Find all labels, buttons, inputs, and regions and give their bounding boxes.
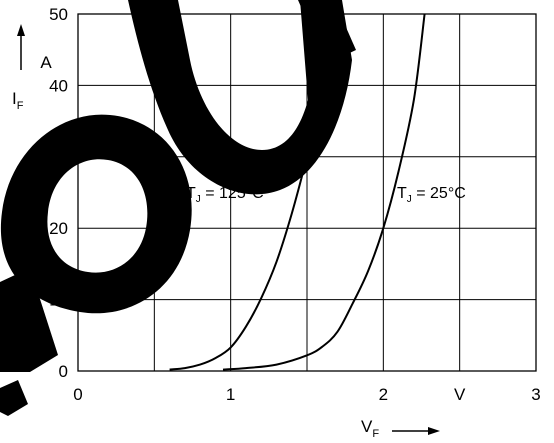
series-line-1: [222, 13, 426, 371]
x-tick-label: 0: [73, 385, 82, 404]
watermark-dot-shape: [0, 380, 28, 416]
y-tick-label: 0: [59, 362, 68, 381]
y-tick-label: 40: [49, 76, 68, 95]
y-axis-label: IF: [12, 89, 24, 112]
y-axis-unit: A: [40, 53, 52, 72]
y-tick-label: 50: [49, 5, 68, 24]
watermark-dash-shape: [0, 268, 58, 372]
watermark-u-shape: [128, 0, 352, 195]
series-label-125c-sub: J: [196, 194, 201, 205]
x-axis-label-group: VF: [361, 417, 440, 440]
watermark: [0, 0, 356, 416]
series-label-125c-main: T: [186, 185, 196, 202]
x-axis-unit: V: [454, 385, 466, 404]
series-label-25c: TJ = 25°C: [397, 185, 466, 205]
y-tick-label: 20: [49, 219, 68, 238]
y-axis-label-sub: F: [17, 100, 24, 112]
x-tick-labels: 0 1 2 3 V: [73, 385, 540, 404]
x-axis-arrowhead: [428, 427, 440, 435]
y-axis-label-group: A IF: [12, 24, 52, 112]
x-tick-label: 1: [226, 385, 235, 404]
watermark-o-shape: [0, 114, 192, 314]
watermark-i-shape: [298, 0, 356, 64]
series-label-25c-sub: J: [407, 194, 412, 205]
x-axis-label-main: V: [361, 417, 373, 436]
x-tick-label: 3: [531, 385, 540, 404]
x-axis-label-sub: F: [372, 428, 379, 440]
series-label-25c-main: T: [397, 185, 407, 202]
x-tick-label: 2: [379, 385, 388, 404]
y-axis-label-main: I: [12, 89, 17, 108]
x-axis-label: VF: [361, 417, 379, 440]
series-label-25c-rest: = 25°C: [412, 185, 466, 202]
y-axis-arrowhead: [17, 24, 25, 36]
